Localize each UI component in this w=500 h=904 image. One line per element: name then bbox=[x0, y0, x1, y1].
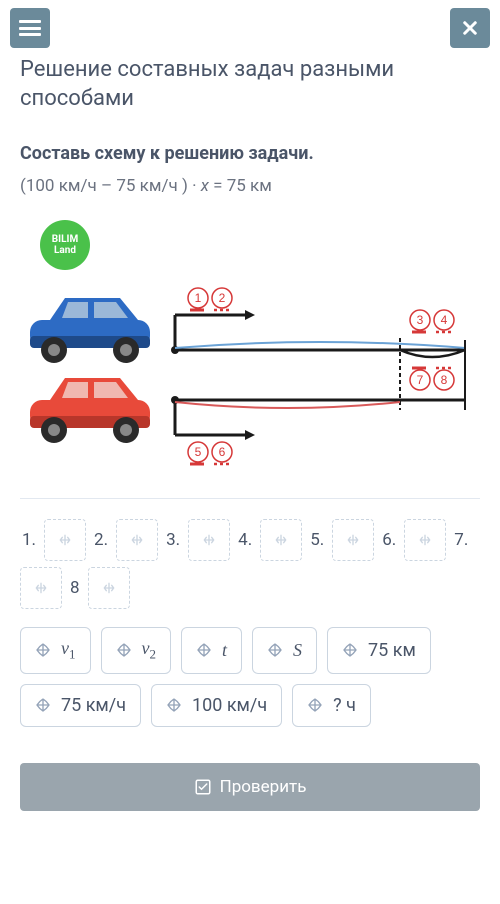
slot-label: 3. bbox=[164, 530, 182, 550]
arc-red bbox=[175, 402, 400, 408]
chip-75km[interactable]: 75 км bbox=[327, 627, 431, 674]
chip-question-hours[interactable]: ? ч bbox=[292, 684, 371, 727]
chip-label: 75 км/ч bbox=[61, 695, 126, 716]
answer-slots: 1. 2. 3. 4. 5. 6. 7. 8 bbox=[20, 519, 480, 609]
move-icon bbox=[35, 642, 51, 658]
drop-slot-8[interactable] bbox=[88, 567, 130, 609]
page-content: Решение составных задач разными способам… bbox=[0, 56, 500, 811]
move-icon bbox=[35, 697, 51, 713]
move-icon bbox=[342, 642, 358, 658]
formula-suffix: = 75 км bbox=[209, 176, 272, 196]
task-subtitle: Составь схему к решению задачи. bbox=[20, 143, 480, 164]
formula-variable: x bbox=[201, 176, 209, 196]
drop-slot-6[interactable] bbox=[404, 519, 446, 561]
car-red bbox=[30, 378, 150, 443]
slot-label: 2. bbox=[92, 530, 110, 550]
slot-label: 5. bbox=[308, 530, 326, 550]
check-icon bbox=[194, 778, 212, 796]
chip-v2[interactable]: v2 bbox=[101, 627, 172, 674]
chip-label: ? ч bbox=[333, 695, 356, 716]
slot-label: 4. bbox=[236, 530, 254, 550]
drop-slot-3[interactable] bbox=[188, 519, 230, 561]
drop-slot-2[interactable] bbox=[116, 519, 158, 561]
drop-slot-4[interactable] bbox=[260, 519, 302, 561]
badge-line1: BILIM bbox=[52, 234, 78, 245]
check-label: Проверить bbox=[220, 777, 307, 797]
formula-prefix: (100 км/ч – 75 км/ч ) · bbox=[20, 176, 201, 196]
menu-icon bbox=[19, 20, 41, 36]
brand-badge: BILIM Land bbox=[40, 220, 90, 270]
chip-label: 75 км bbox=[368, 640, 416, 661]
chip-label: 100 км/ч bbox=[192, 695, 267, 716]
menu-button[interactable] bbox=[10, 8, 50, 48]
chip-100kmh[interactable]: 100 км/ч bbox=[151, 684, 282, 727]
task-formula: (100 км/ч – 75 км/ч ) · x = 75 км bbox=[20, 176, 480, 196]
drop-slot-5[interactable] bbox=[332, 519, 374, 561]
divider bbox=[20, 498, 480, 499]
chip-t[interactable]: t bbox=[181, 627, 242, 674]
answer-chips: v1 v2 t S 75 км 75 км/ч 100 км/ч ? ч bbox=[20, 627, 480, 727]
arc-blue bbox=[175, 342, 465, 348]
drop-slot-1[interactable] bbox=[44, 519, 86, 561]
chip-v1[interactable]: v1 bbox=[20, 627, 91, 674]
chip-label: v1 bbox=[61, 638, 76, 663]
task-diagram: 1 2 3 4 5 6 7 8 bbox=[20, 280, 480, 470]
svg-text:7: 7 bbox=[417, 373, 424, 387]
slot-label: 7. bbox=[452, 530, 470, 550]
svg-text:4: 4 bbox=[441, 313, 448, 327]
check-button[interactable]: Проверить bbox=[20, 763, 480, 811]
diagram-container: BILIM Land bbox=[20, 220, 480, 474]
chip-label: S bbox=[293, 640, 302, 661]
badge-line2: Land bbox=[54, 245, 76, 256]
move-icon bbox=[166, 697, 182, 713]
move-icon bbox=[116, 642, 132, 658]
axis-bottom bbox=[171, 396, 465, 440]
move-icon bbox=[307, 697, 323, 713]
close-icon bbox=[461, 19, 479, 37]
chip-label: t bbox=[222, 640, 227, 661]
move-icon bbox=[196, 642, 212, 658]
app-header bbox=[0, 0, 500, 56]
svg-text:6: 6 bbox=[219, 445, 226, 459]
chip-75kmh[interactable]: 75 км/ч bbox=[20, 684, 141, 727]
svg-text:1: 1 bbox=[195, 291, 202, 305]
svg-text:8: 8 bbox=[441, 373, 448, 387]
svg-text:3: 3 bbox=[417, 313, 424, 327]
svg-text:5: 5 bbox=[195, 445, 202, 459]
car-blue bbox=[30, 298, 150, 363]
slot-label: 1. bbox=[20, 530, 38, 550]
slot-label: 6. bbox=[380, 530, 398, 550]
chip-s[interactable]: S bbox=[252, 627, 317, 674]
slot-label: 8 bbox=[68, 578, 82, 598]
svg-text:2: 2 bbox=[219, 291, 226, 305]
move-icon bbox=[267, 642, 283, 658]
chip-label: v2 bbox=[142, 638, 157, 663]
page-title: Решение составных задач разными способам… bbox=[20, 56, 480, 113]
drop-slot-7[interactable] bbox=[20, 567, 62, 609]
close-button[interactable] bbox=[450, 8, 490, 48]
